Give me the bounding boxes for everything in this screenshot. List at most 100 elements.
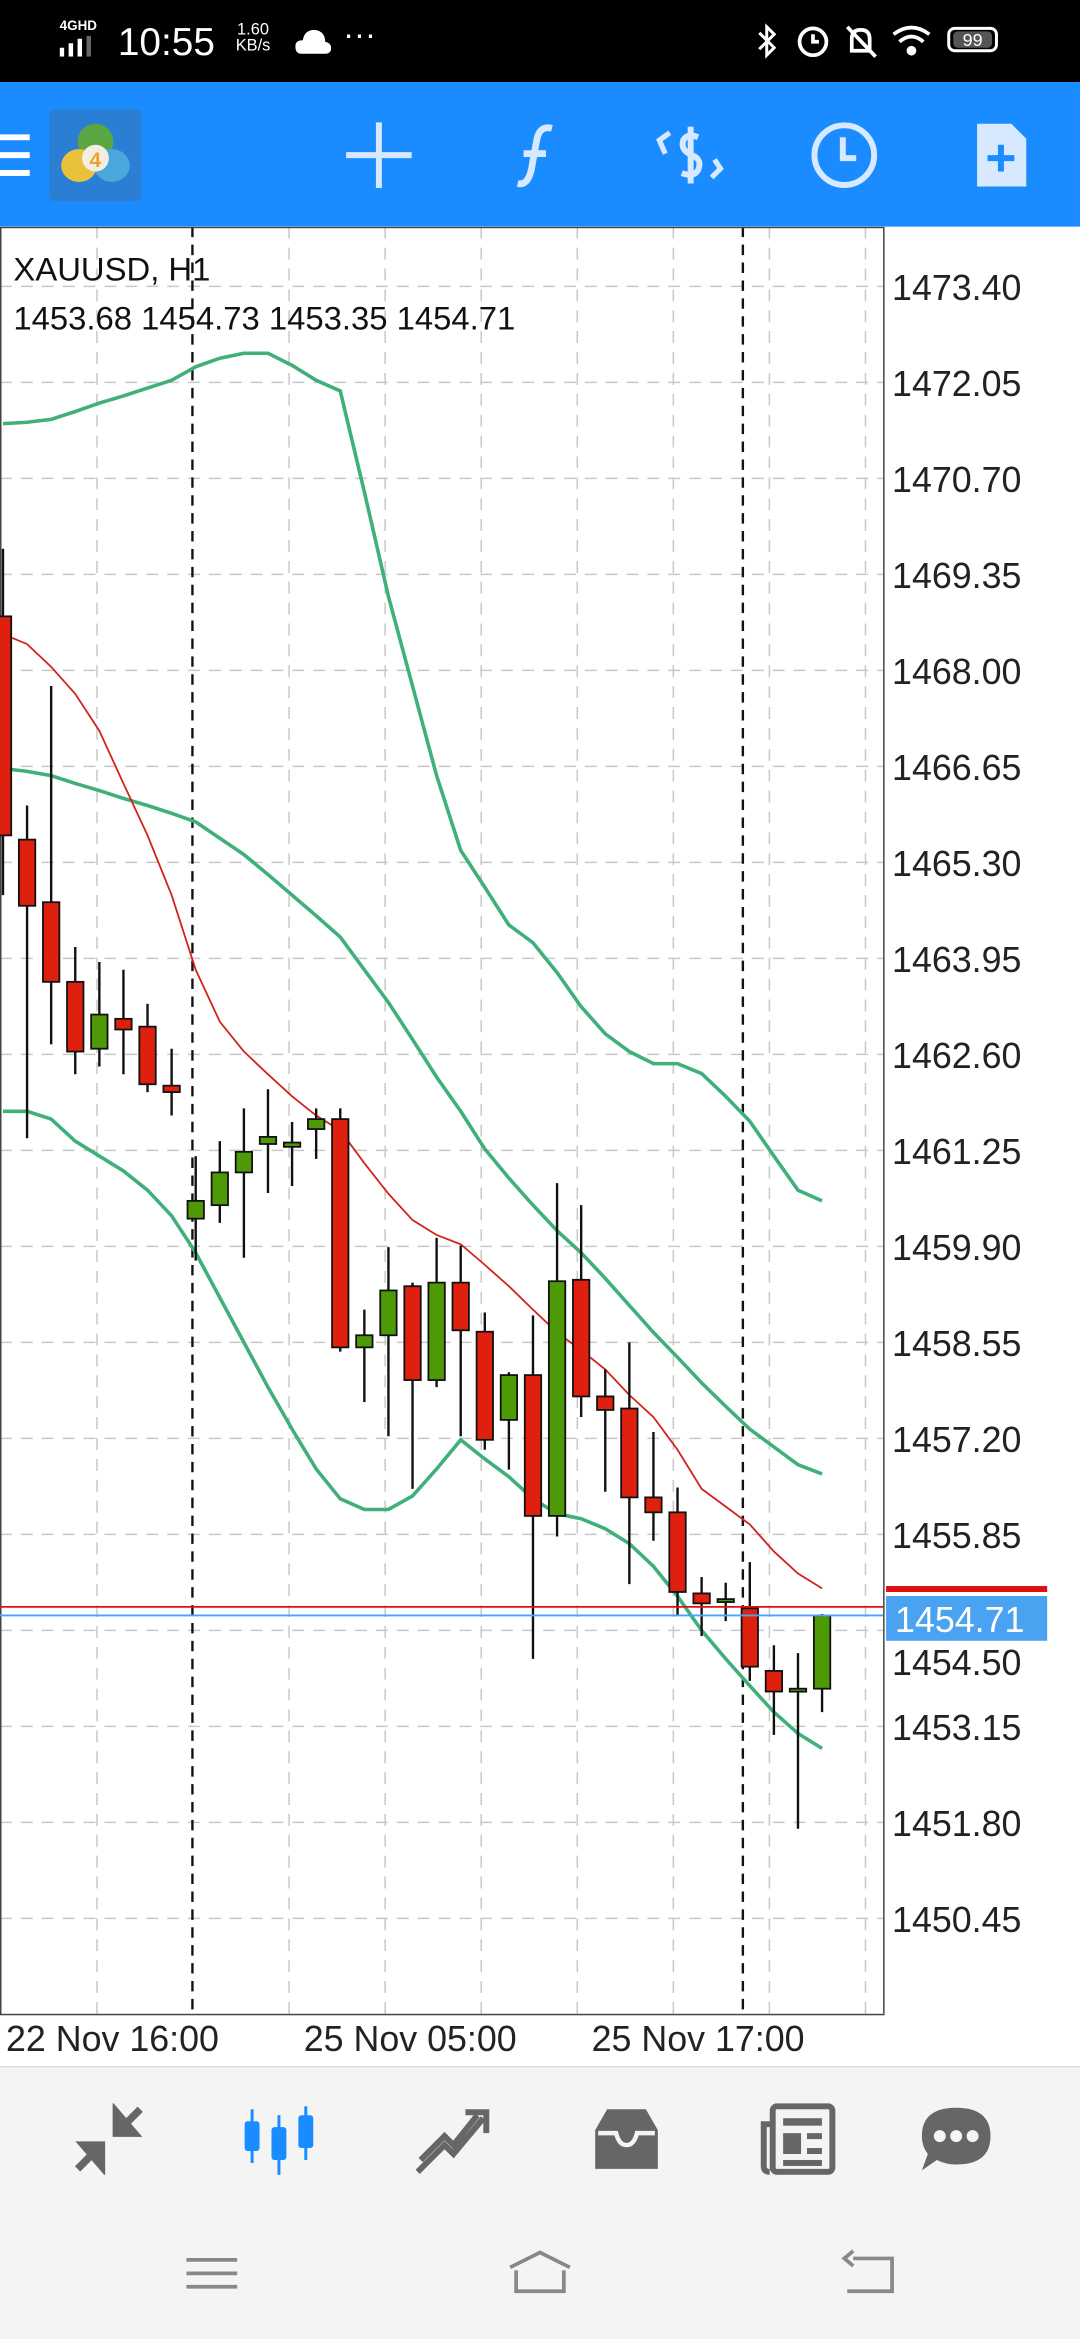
candle-body: [66, 980, 85, 1053]
candle: [427, 1237, 446, 1388]
candle-body: [186, 1199, 205, 1220]
candle: [379, 1247, 398, 1437]
candle-body: [499, 1374, 518, 1421]
price-label: 1469.35: [892, 556, 1021, 596]
battery-indicator: 99: [947, 26, 998, 53]
more-notifications-icon: ···: [343, 14, 376, 53]
system-nav-bar: [0, 2207, 1080, 2339]
chart-area[interactable]: 1473.40 1472.05 1470.70 1469.35 1468.00 1466.…: [0, 226, 1080, 2067]
cloud-icon: [295, 29, 332, 54]
price-label: 1455.85: [892, 1516, 1021, 1556]
candle: [596, 1369, 615, 1492]
candle-body: [379, 1289, 398, 1337]
candle-body: [475, 1330, 494, 1441]
candle: [66, 947, 85, 1075]
status-bar: 4GHD 10:55 1.60 KB/s ··· 99: [0, 0, 1080, 83]
candle-body: [17, 838, 37, 907]
candle-body: [0, 615, 13, 837]
battery-level: 99: [953, 31, 992, 49]
candle: [234, 1108, 253, 1258]
candle-body: [282, 1141, 302, 1148]
trade-tab-icon[interactable]: [412, 2103, 493, 2175]
candle: [258, 1089, 278, 1194]
indicators-icon[interactable]: [497, 118, 572, 193]
candle-body: [42, 901, 61, 983]
bottom-tab-bar: [0, 2066, 1080, 2210]
trade-icon[interactable]: [652, 118, 727, 193]
candle: [812, 1614, 832, 1713]
home-icon[interactable]: [507, 2247, 573, 2301]
ohlc-readout: 1453.68 1454.73 1453.35 1454.71: [13, 299, 516, 338]
network-speed: 1.60 KB/s: [236, 22, 271, 55]
candle-body: [258, 1135, 278, 1145]
back-icon[interactable]: [835, 2247, 901, 2301]
new-object-icon[interactable]: [964, 118, 1039, 193]
candle: [620, 1342, 639, 1585]
candle-body: [764, 1670, 783, 1693]
bid-price-badge: [886, 1596, 1048, 1641]
history-icon[interactable]: [586, 2103, 667, 2175]
candle: [475, 1312, 494, 1450]
price-label: 1454.50: [892, 1643, 1021, 1683]
news-icon[interactable]: [758, 2103, 839, 2175]
svg-text:4: 4: [90, 149, 102, 172]
candle-body: [523, 1374, 543, 1517]
candle: [138, 1003, 157, 1093]
wifi-icon: [892, 25, 931, 56]
candle-body: [355, 1334, 374, 1349]
candle: [740, 1562, 759, 1681]
candle-body: [451, 1281, 470, 1332]
recent-apps-icon[interactable]: [179, 2247, 245, 2301]
signal-icon: [59, 35, 91, 57]
candle: [282, 1121, 302, 1186]
price-label: 1465.30: [892, 844, 1021, 884]
candlestick-chart[interactable]: 1473.40 1472.05 1470.70 1469.35 1468.00 1466.…: [0, 226, 1080, 2066]
ask-marker: [886, 1586, 1048, 1592]
price-label: 1462.60: [892, 1036, 1021, 1076]
chat-icon[interactable]: [916, 2103, 997, 2175]
candle-body: [644, 1496, 663, 1514]
price-label: 1463.95: [892, 940, 1021, 980]
bollinger-upper-band: [2, 351, 823, 1203]
candle: [788, 1653, 808, 1829]
candle-body: [668, 1511, 687, 1593]
bollinger-middle-band: [2, 766, 823, 1476]
time-label: 25 Nov 17:00: [592, 2019, 805, 2059]
candle: [0, 548, 13, 896]
candle-body: [90, 1013, 109, 1050]
candle-body: [716, 1598, 735, 1603]
candle: [764, 1645, 783, 1735]
price-label: 1451.80: [892, 1804, 1021, 1844]
candle: [90, 961, 109, 1067]
price-label: 1459.90: [892, 1228, 1021, 1268]
candle-body: [620, 1407, 639, 1499]
candle-body: [692, 1592, 711, 1605]
mt4-logo[interactable]: 4: [49, 108, 142, 202]
moving-average-line: [2, 633, 823, 1590]
price-label: 1468.00: [892, 652, 1021, 692]
timeframe-icon[interactable]: [807, 118, 882, 193]
candle-body: [307, 1118, 326, 1130]
plot-border: [0, 226, 885, 2016]
menu-icon[interactable]: [0, 134, 30, 177]
mute-icon: [845, 25, 877, 58]
price-label: 1453.15: [892, 1708, 1021, 1748]
candle: [186, 1156, 205, 1261]
candle: [572, 1205, 591, 1418]
symbol-timeframe: XAUUSD, H1: [13, 250, 211, 288]
chart-icon[interactable]: [239, 2103, 320, 2175]
candle-body: [403, 1285, 422, 1381]
candle: [162, 1048, 181, 1116]
crosshair-icon[interactable]: [342, 118, 417, 193]
alarm-icon: [797, 26, 829, 58]
time-label: 25 Nov 05:00: [304, 2019, 517, 2059]
speed-value: 1.60: [237, 20, 269, 39]
candle: [17, 805, 37, 1139]
quotes-icon[interactable]: [69, 2103, 150, 2175]
candle-body: [162, 1084, 181, 1093]
price-label: 1461.25: [892, 1132, 1021, 1172]
price-label: 1450.45: [892, 1900, 1021, 1940]
bluetooth-icon: [758, 23, 777, 59]
candle: [644, 1431, 663, 1541]
candle: [547, 1183, 567, 1537]
